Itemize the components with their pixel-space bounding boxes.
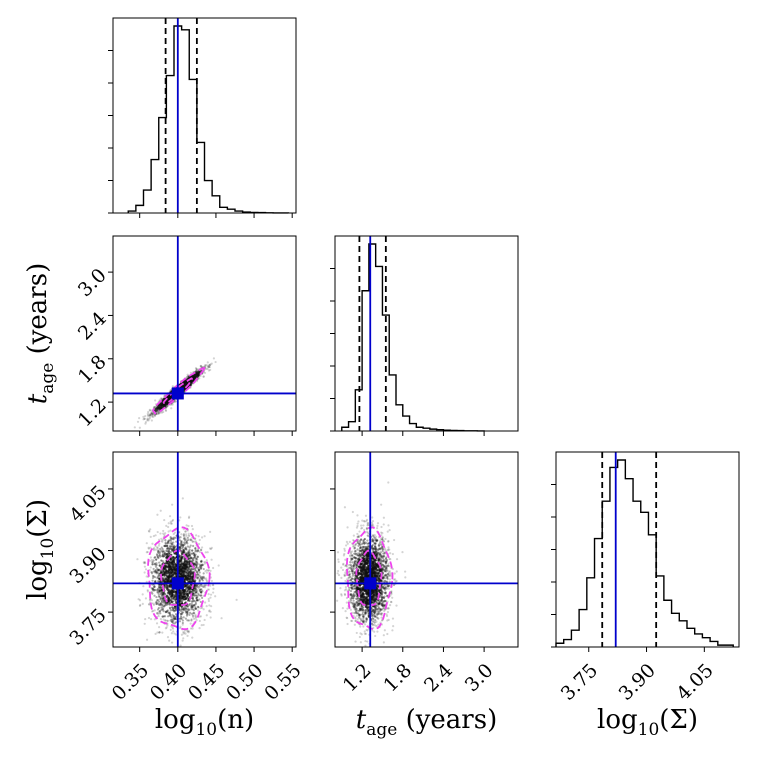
xtick-label-log10_n-1: 0.40 xyxy=(146,659,191,704)
xtick-label-log10_n-3: 0.50 xyxy=(222,659,267,704)
contour-t_age-log10_Sigma-1 xyxy=(345,526,394,631)
contour-log10_n-log10_Sigma-1 xyxy=(147,526,211,631)
truth-marker-t_age-log10_Sigma xyxy=(364,577,377,590)
contour-log10_n-log10_Sigma-0 xyxy=(159,549,196,606)
truth-marker-log10_n-t_age xyxy=(171,387,184,400)
points-t_age-log10_Sigma xyxy=(336,481,407,647)
xaxis-label-log10-sigma: log10(Σ) xyxy=(597,705,698,740)
ytick-label-log10_Sigma-0: 3.75 xyxy=(65,604,110,649)
ytick-label-t_age-3: 3.0 xyxy=(74,264,111,301)
ytick-label-log10_Sigma-1: 3.90 xyxy=(65,543,110,588)
scatter-frame-log10_n-log10_Sigma xyxy=(112,451,297,648)
contour-log10_n-t_age-1 xyxy=(152,366,206,415)
xtick-label-t_age-2: 2.4 xyxy=(420,659,457,696)
xtick-label-log10_Sigma-2: 4.05 xyxy=(672,659,717,704)
xtick-label-log10_Sigma-0: 3.75 xyxy=(557,659,602,704)
truth-marker-log10_n-log10_Sigma xyxy=(171,577,184,590)
contour-log10_n-t_age-0 xyxy=(162,377,193,404)
hist-panel-log10_Sigma xyxy=(551,451,740,648)
ytick-label-t_age-0: 1.2 xyxy=(74,394,111,431)
ytick-label-log10_Sigma-2: 4.05 xyxy=(65,481,110,526)
hist-frame-log10_Sigma xyxy=(555,451,740,648)
hist-panel-log10_n xyxy=(108,17,297,214)
scatter-panel-log10_n-log10_Sigma xyxy=(112,451,297,648)
hist-step-log10_n xyxy=(127,25,290,214)
xaxis-label-log10-n: log10(n) xyxy=(155,705,254,740)
scatter-frame-log10_n-t_age xyxy=(112,235,297,432)
points-log10_n-log10_Sigma xyxy=(136,497,238,647)
contour-t_age-log10_Sigma-0 xyxy=(355,549,383,606)
yaxis-label-log10-sigma: log10(Σ) xyxy=(23,499,58,600)
xtick-label-log10_n-0: 0.35 xyxy=(108,659,153,704)
hist-frame-log10_n xyxy=(112,17,297,214)
ytick-label-t_age-1: 1.8 xyxy=(74,351,111,388)
hist-step-t_age xyxy=(341,243,485,432)
xtick-label-t_age-1: 1.8 xyxy=(379,659,416,696)
scatter-frame-t_age-log10_Sigma xyxy=(334,451,519,648)
hist-panel-t_age xyxy=(330,235,519,432)
hist-step-log10_Sigma xyxy=(555,459,734,647)
yaxis-label-t-age: tage (years) xyxy=(23,263,58,404)
xtick-label-t_age-3: 3.0 xyxy=(461,659,498,696)
xaxis-label-t-age: tage (years) xyxy=(356,705,497,740)
scatter-panel-t_age-log10_Sigma xyxy=(334,451,519,648)
scatter-panel-log10_n-t_age xyxy=(112,235,297,432)
ytick-label-t_age-2: 2.4 xyxy=(74,308,111,345)
xtick-label-log10_Sigma-1: 3.90 xyxy=(615,659,660,704)
xtick-label-log10_n-4: 0.55 xyxy=(260,659,305,704)
xtick-label-log10_n-2: 0.45 xyxy=(184,659,229,704)
xtick-label-t_age-0: 1.2 xyxy=(339,659,376,696)
